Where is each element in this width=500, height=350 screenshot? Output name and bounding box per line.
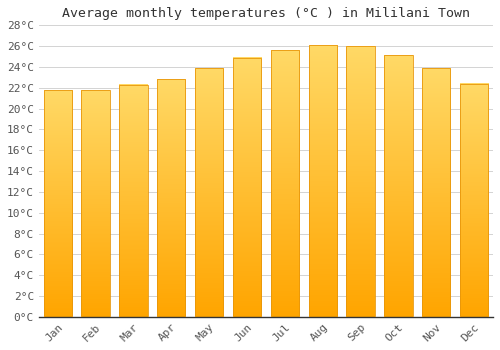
Title: Average monthly temperatures (°C ) in Mililani Town: Average monthly temperatures (°C ) in Mi…: [62, 7, 470, 20]
Bar: [308, 45, 337, 317]
Bar: [119, 85, 148, 317]
Bar: [346, 46, 375, 317]
Bar: [460, 84, 488, 317]
Bar: [422, 68, 450, 317]
Bar: [82, 90, 110, 317]
Bar: [44, 90, 72, 317]
Bar: [157, 79, 186, 317]
Bar: [195, 68, 224, 317]
Bar: [233, 57, 261, 317]
Bar: [270, 50, 299, 317]
Bar: [384, 55, 412, 317]
